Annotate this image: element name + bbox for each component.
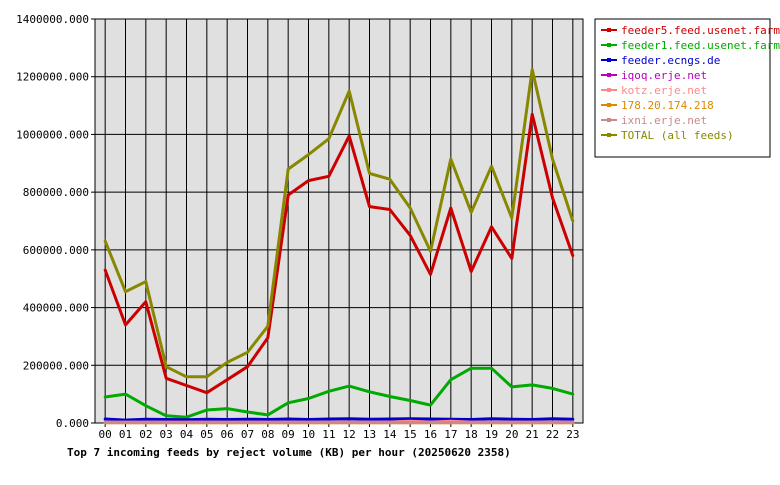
x-tick-label: 10 — [302, 428, 315, 441]
legend-marker — [607, 118, 611, 122]
x-axis: 00 01 02 03 04 05 06 07 08 09 10 11 12 13 14 15 16 17 18 19… — [99, 423, 579, 441]
x-tick-label: 21 — [526, 428, 539, 441]
y-tick-label: 200000.000 — [23, 359, 89, 372]
legend-label: feeder5.feed.usenet.farm — [621, 24, 780, 37]
y-tick-label: 400000.000 — [23, 302, 89, 315]
legend-label: ixni.erje.net — [621, 114, 707, 127]
x-tick-label: 01 — [119, 428, 132, 441]
y-tick-label: 1200000.000 — [16, 71, 89, 84]
x-tick-label: 09 — [282, 428, 295, 441]
x-tick-label: 00 — [99, 428, 112, 441]
x-tick-label: 20 — [505, 428, 518, 441]
x-tick-label: 16 — [424, 428, 437, 441]
legend-label: kotz.erje.net — [621, 84, 707, 97]
y-tick-label: 800000.000 — [23, 186, 89, 199]
y-axis: 0.000 200000.000 400000.000 600000.000 80000… — [16, 13, 95, 430]
x-tick-label: 15 — [404, 428, 417, 441]
legend-marker — [607, 88, 611, 92]
legend-label: iqoq.erje.net — [621, 69, 707, 82]
legend-label: feeder1.feed.usenet.farm — [621, 39, 780, 52]
x-tick-label: 05 — [200, 428, 213, 441]
legend-marker — [607, 103, 611, 107]
legend-marker — [607, 73, 611, 77]
legend-label: feeder.ecngs.de — [621, 54, 720, 67]
plot-area — [94, 18, 584, 424]
x-tick-label: 17 — [444, 428, 457, 441]
grid — [95, 19, 583, 423]
x-tick-label: 18 — [465, 428, 478, 441]
legend-marker — [607, 43, 611, 47]
x-tick-label: 04 — [180, 428, 194, 441]
series-line — [103, 366, 575, 419]
x-tick-label: 08 — [261, 428, 274, 441]
legend-marker — [607, 133, 611, 137]
x-tick-label: 19 — [485, 428, 498, 441]
legend-marker — [607, 28, 611, 32]
series-lines — [103, 68, 575, 425]
legend-items: feeder5.feed.usenet.farm feeder1.feed.use… — [601, 24, 780, 142]
x-tick-label: 12 — [343, 428, 356, 441]
chart-title: Top 7 incoming feeds by reject volume (K… — [67, 446, 511, 459]
legend-marker — [607, 58, 611, 62]
x-tick-label: 13 — [363, 428, 376, 441]
x-tick-label: 06 — [221, 428, 234, 441]
legend-box — [594, 18, 771, 158]
x-tick-label: 07 — [241, 428, 254, 441]
y-tick-label: 1000000.000 — [16, 128, 89, 141]
x-tick-label: 22 — [546, 428, 559, 441]
y-tick-label: 0.000 — [56, 417, 89, 430]
series-line — [103, 417, 575, 422]
series-line — [103, 112, 575, 395]
y-tick-label: 600000.000 — [23, 244, 89, 257]
x-tick-label: 03 — [160, 428, 173, 441]
legend-label: TOTAL (all feeds) — [621, 129, 734, 142]
legend-label: 178.20.174.218 — [621, 99, 714, 112]
x-tick-label: 02 — [139, 428, 152, 441]
x-tick-label: 23 — [566, 428, 579, 441]
series-line — [103, 68, 575, 379]
legend: feeder5.feed.usenet.farm feeder1.feed.use… — [594, 18, 780, 158]
x-tick-label: 14 — [383, 428, 397, 441]
x-tick-label: 11 — [322, 428, 335, 441]
y-tick-label: 1400000.000 — [16, 13, 89, 26]
